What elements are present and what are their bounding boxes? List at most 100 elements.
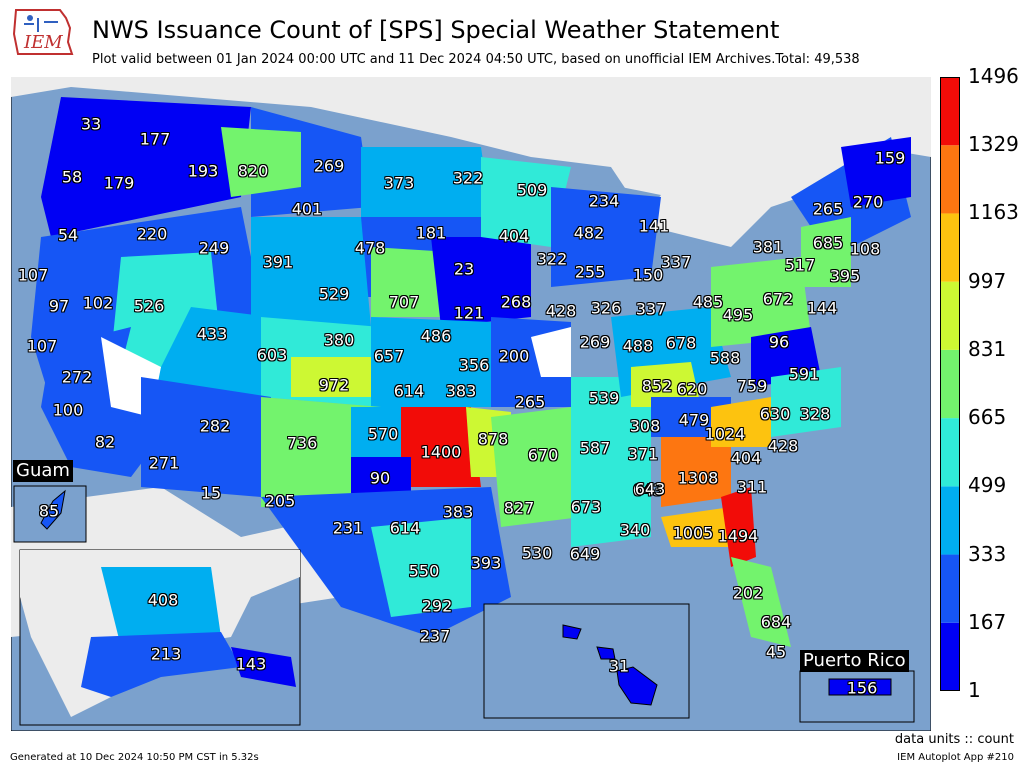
- map-area: [10, 76, 932, 732]
- guam-inset-title: Guam: [13, 460, 73, 482]
- region-count-label: 237: [419, 626, 451, 646]
- region-count-label: 591: [788, 364, 820, 384]
- plot-subtitle: Plot valid between 01 Jan 2024 00:00 UTC…: [92, 52, 860, 67]
- region-count-label: 404: [498, 226, 530, 246]
- colorbar-segment: [940, 554, 960, 623]
- colorbar-tick-label: 831: [968, 336, 1007, 361]
- region-count-label: 58: [61, 167, 83, 187]
- region-count-label: 972: [318, 375, 350, 395]
- region-count-label: 311: [736, 477, 768, 497]
- region-count-label: 759: [736, 376, 768, 396]
- alaska-value: 143: [235, 654, 267, 674]
- region-count-label: 404: [730, 448, 762, 468]
- guam-value: 85: [38, 501, 60, 521]
- colorbar-segment: [940, 213, 960, 282]
- region-count-label: 269: [579, 332, 611, 352]
- hawaii-value: 31: [608, 656, 630, 676]
- region-count-label: 205: [264, 491, 296, 511]
- region-count-label: 643: [634, 479, 666, 499]
- region-count-label: 620: [676, 379, 708, 399]
- region-count-label: 371: [627, 444, 659, 464]
- region-count-label: 603: [256, 345, 288, 365]
- region-count-label: 328: [799, 404, 831, 424]
- region-count-label: 614: [393, 381, 425, 401]
- colorbar-segment: [940, 145, 960, 214]
- region-count-label: 97: [48, 296, 70, 316]
- region-count-label: 326: [590, 298, 622, 318]
- region-count-label: 852: [641, 376, 673, 396]
- region-count-label: 96: [768, 332, 790, 352]
- region-count-label: 517: [784, 255, 816, 275]
- region-count-label: 337: [660, 252, 692, 272]
- region-count-label: 90: [369, 468, 391, 488]
- region-count-label: 373: [383, 173, 415, 193]
- region-count-label: 530: [521, 543, 553, 563]
- region-count-label: 45: [765, 642, 787, 662]
- generated-timestamp: Generated at 10 Dec 2024 10:50 PM CST in…: [10, 752, 259, 763]
- region-count-label: 102: [82, 293, 114, 313]
- region-count-label: 193: [187, 161, 219, 181]
- region-count-label: 179: [103, 173, 135, 193]
- region-count-label: 231: [332, 518, 364, 538]
- region-count-label: 15: [200, 483, 222, 503]
- region-count-label: 282: [199, 416, 231, 436]
- region-count-label: 265: [812, 199, 844, 219]
- region-count-label: 141: [638, 216, 670, 236]
- alaska-value: 213: [150, 644, 182, 664]
- colorbar-tick-label: 333: [968, 541, 1007, 566]
- plot-title: NWS Issuance Count of [SPS] Special Weat…: [92, 16, 780, 44]
- region-count-label: 1400: [420, 442, 462, 462]
- region-count-label: 428: [545, 301, 577, 321]
- region-count-label: 150: [632, 265, 664, 285]
- region-count-label: 380: [323, 330, 355, 350]
- alaska-value: 408: [147, 590, 179, 610]
- region-count-label: 200: [498, 346, 530, 366]
- region-count-label: 649: [569, 544, 601, 564]
- region-count-label: 100: [52, 400, 84, 420]
- region-count-label: 587: [579, 438, 611, 458]
- region-count-label: 614: [389, 518, 421, 538]
- region-count-label: 159: [874, 148, 906, 168]
- region-count-label: 322: [452, 168, 484, 188]
- region-count-label: 526: [133, 296, 165, 316]
- region-count-label: 1024: [704, 424, 746, 444]
- region-count-label: 1494: [717, 526, 759, 546]
- region-count-label: 433: [196, 324, 228, 344]
- region-count-label: 479: [678, 410, 710, 430]
- region-count-label: 271: [148, 453, 180, 473]
- colorbar-segment: [940, 77, 960, 146]
- region-count-label: 383: [445, 381, 477, 401]
- region-count-label: 673: [570, 497, 602, 517]
- region-count-label: 249: [198, 238, 230, 258]
- region-count-label: 486: [420, 326, 452, 346]
- region-count-label: 269: [313, 156, 345, 176]
- puerto-rico-inset-title: Puerto Rico: [800, 650, 909, 672]
- puerto-rico-value: 156: [846, 678, 878, 698]
- region-count-label: 670: [527, 445, 559, 465]
- region-count-label: 672: [762, 289, 794, 309]
- region-count-label: 270: [852, 192, 884, 212]
- region-count-label: 381: [752, 237, 784, 257]
- region-count-label: 308: [629, 416, 661, 436]
- logo-text: IEM: [23, 32, 63, 53]
- region-count-label: 144: [806, 298, 838, 318]
- region-count-label: 1005: [672, 523, 714, 543]
- region-count-label: 292: [421, 596, 453, 616]
- colorbar-tick-label: 1329: [968, 132, 1019, 157]
- colorbar-segment: [940, 486, 960, 555]
- region-count-label: 630: [759, 404, 791, 424]
- colorbar-tick-label: 167: [968, 609, 1007, 634]
- region-count-label: 107: [26, 336, 58, 356]
- region-count-label: 736: [286, 433, 318, 453]
- region-count-label: 643: [632, 480, 664, 500]
- colorbar-segment: [940, 622, 960, 691]
- region-count-label: 340: [619, 520, 651, 540]
- region-count-label: 220: [136, 224, 168, 244]
- region-count-label: 485: [692, 292, 724, 312]
- colorbar: [940, 77, 960, 691]
- region-count-label: 588: [709, 348, 741, 368]
- region-count-label: 54: [57, 225, 79, 245]
- region-count-label: 539: [588, 388, 620, 408]
- region-count-label: 395: [829, 266, 861, 286]
- colorbar-tick-label: 1: [968, 678, 981, 702]
